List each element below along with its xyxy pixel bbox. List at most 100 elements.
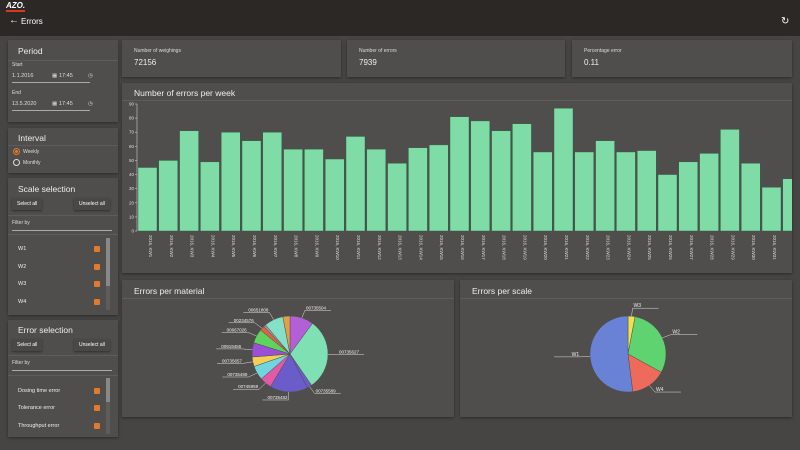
clock-icon: ◷ [88, 73, 93, 79]
period-card: Period Start 1.1.2016 ▦ 17:45 ◷ End 13.5… [8, 40, 118, 122]
bar [366, 148, 387, 232]
pie-label: 00735489 [227, 372, 248, 377]
radio-monthly[interactable] [13, 159, 20, 166]
checkbox-w4[interactable] [94, 299, 100, 305]
radio-weekly[interactable] [13, 148, 20, 155]
bar [657, 174, 678, 232]
azo-logo: AZO. [6, 1, 26, 12]
pie-label-line [554, 356, 591, 358]
pie-label: W4 [656, 387, 664, 393]
interval-card: Interval Weekly Monthly [8, 128, 118, 173]
bar [595, 140, 615, 232]
checkbox-tolerance[interactable] [94, 405, 100, 411]
error-select-all-button[interactable]: Select all [12, 339, 43, 351]
calendar-icon: ▦ [52, 73, 58, 79]
start-datetime-field[interactable]: 1.1.2016 ▦ 17:45 ◷ [12, 72, 93, 83]
pie-label-line [301, 310, 331, 318]
scale-selection-title: Scale selection [18, 184, 76, 194]
bar [304, 148, 324, 232]
x-tick-label: 2016, KW30 [751, 235, 756, 260]
clock-icon: ◷ [88, 101, 93, 107]
stat-label: Number of weighings [134, 48, 181, 54]
pie-label: W3 [634, 303, 642, 309]
checkbox-w3[interactable] [94, 281, 100, 287]
pie-slice [589, 315, 634, 393]
pie-label-line [216, 348, 253, 351]
bar [137, 167, 158, 232]
pie-label-line [662, 334, 698, 339]
x-tick-label: 2016, KW13 [398, 235, 403, 260]
bar [782, 178, 792, 232]
pie-label: W2 [672, 329, 680, 335]
pie-slice [282, 315, 291, 355]
error-filter-input[interactable]: Filter by [12, 360, 112, 371]
x-tick-label: 2016, KW10 [335, 235, 340, 260]
x-tick-label: 2016, KW12 [377, 235, 382, 260]
pie-label: 00735482 [267, 395, 288, 400]
scale-filter-input[interactable]: Filter by [12, 220, 112, 231]
bar [387, 163, 407, 232]
pie-label: 00735589 [316, 388, 337, 393]
pie-label-line [309, 386, 341, 394]
x-tick-label: 2016, KW17 [481, 235, 486, 260]
bar [158, 160, 178, 232]
errors-per-material-card: Errors per material 00735504 00735627 0073… [122, 280, 454, 417]
x-tick-label: 2016, KW15 [439, 235, 444, 260]
arrow-left-icon[interactable]: ← [9, 15, 19, 26]
checkbox-dosing-time[interactable] [94, 388, 100, 394]
scale-item-w1: W1 [18, 246, 27, 252]
x-tick-label: 2016, KW11 [356, 235, 361, 260]
scale-unselect-all-button[interactable]: Unselect all [74, 198, 110, 210]
pie-label: 00234576 [234, 318, 255, 323]
pie-label-line [233, 382, 266, 390]
end-time: 17:45 [59, 101, 73, 107]
pie-label-line [221, 332, 257, 337]
stat-value: 7939 [359, 58, 377, 67]
scale-select-all-button[interactable]: Select all [12, 198, 43, 210]
error-list-scrollbar[interactable] [106, 378, 110, 434]
x-tick-label: 2016, KW23 [606, 235, 611, 260]
refresh-icon[interactable]: ↻ [781, 16, 790, 27]
bar [470, 120, 490, 232]
checkbox-throughput[interactable] [94, 423, 100, 429]
bar [200, 161, 220, 232]
stat-label: Number of errors [359, 48, 397, 54]
stat-label: Percentage error [584, 48, 622, 54]
bar [616, 151, 636, 232]
error-unselect-all-button[interactable]: Unselect all [74, 339, 110, 351]
bar [283, 148, 303, 232]
scale-selection-card: Scale selection Select all Unselect all … [8, 178, 118, 315]
pie-label: 00667026 [227, 327, 248, 332]
x-tick-label: 2016, KW5 [231, 235, 236, 258]
y-tick-label: 40 [129, 172, 135, 177]
checkbox-w1[interactable] [94, 246, 100, 252]
pie-label: W1 [572, 352, 580, 358]
x-tick-label: 2016, KW4 [210, 235, 215, 258]
scale-item-w3: W3 [18, 281, 27, 287]
bar [429, 144, 449, 232]
x-tick-label: 2016, KW3 [190, 235, 195, 258]
bar [345, 136, 366, 232]
x-tick-label: 2016, KW6 [252, 235, 257, 258]
bar [553, 108, 574, 232]
scale-list-scrollbar[interactable] [106, 238, 110, 310]
bar [220, 132, 241, 232]
bar [179, 130, 199, 232]
error-item-dosing-time: Dosing time error [18, 388, 61, 394]
x-tick-label: 2016, KW2 [169, 235, 174, 258]
checkbox-w2[interactable] [94, 264, 100, 270]
y-tick-label: 30 [129, 186, 135, 191]
end-datetime-field[interactable]: 13.5.2020 ▦ 17:45 ◷ [12, 100, 93, 111]
x-tick-label: 2016, KW16 [460, 235, 465, 260]
x-tick-label: 2016, KW25 [647, 235, 652, 260]
pie-label: 00745959 [238, 384, 259, 389]
pie-label: 00735657 [222, 358, 243, 363]
scale-item-w4: W4 [18, 299, 27, 305]
scale-item-w2: W2 [18, 264, 27, 270]
pie-slice [289, 323, 329, 386]
pie-label: 00919455 [221, 344, 242, 349]
bar-chart: 0 10 20 30 40 50 60 70 80 90 2016, KW1 2016, KW2 201… [129, 102, 792, 260]
y-tick-label: 60 [129, 144, 135, 149]
x-tick-label: 2016, KW8 [294, 235, 299, 258]
y-tick-label: 20 [129, 200, 135, 205]
